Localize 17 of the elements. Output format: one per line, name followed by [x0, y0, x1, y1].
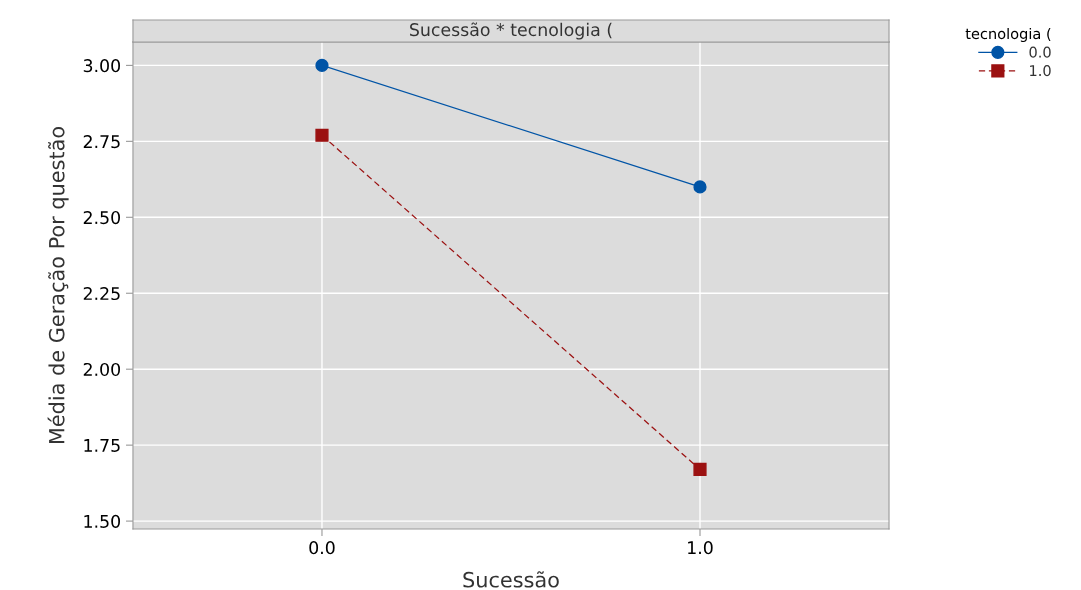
y-tick-label: 2.25: [83, 286, 120, 301]
x-axis-title: Sucessão: [463, 571, 559, 588]
point: [693, 462, 707, 477]
y-tick-label: 1.50: [84, 514, 120, 528]
legend-title: tecnologia (: [965, 27, 1051, 42]
y-tick-label: 1.75: [84, 439, 120, 452]
y-axis-title: Média de Geração Por questão: [47, 127, 69, 444]
legend-label: 1.0: [1030, 65, 1051, 77]
legend-label: 0.0: [1029, 46, 1051, 58]
point: [315, 128, 329, 142]
point: [693, 180, 707, 194]
point: [315, 58, 329, 72]
chart-title: Sucessão * tecnologia (: [410, 22, 612, 40]
y-tick-label: 2.50: [83, 211, 120, 225]
y-tick-label: 3.00: [83, 59, 120, 73]
y-tick-label: 2.75: [83, 135, 120, 149]
y-tick-label: 2.00: [83, 362, 120, 377]
